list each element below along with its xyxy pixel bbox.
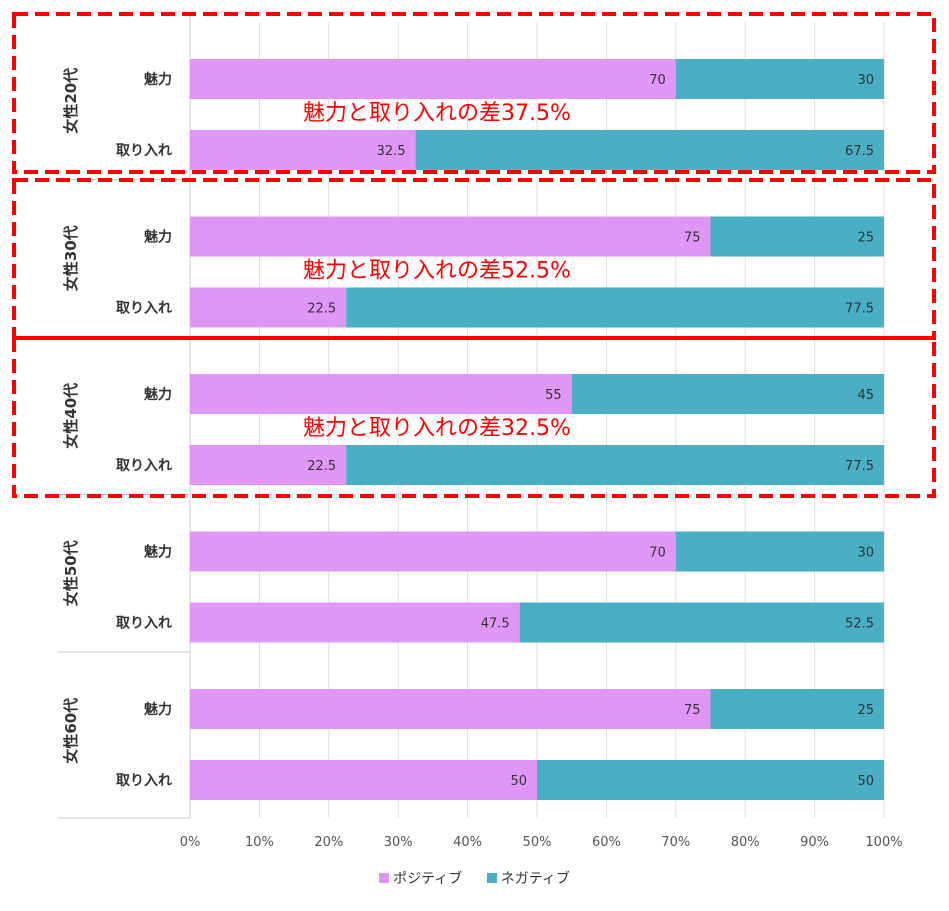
- bar-positive: [190, 59, 676, 99]
- data-label-negative: 30: [857, 73, 874, 88]
- category-label: 取り入れ: [116, 616, 172, 632]
- bar-positive: [190, 287, 347, 328]
- legend-swatch-negative: [486, 873, 497, 883]
- legend-item-negative: ネガティブ: [486, 868, 570, 888]
- legend-label-positive: ポジティブ: [393, 871, 463, 887]
- data-label-positive: 47.5: [481, 617, 510, 632]
- stacked-bar-chart: 0% 10% 20% 30% 40% 50% 60% 70% 80% 90% 100%女性20代 魅力…: [12, 12, 936, 850]
- data-label-positive: 70: [649, 546, 666, 561]
- data-label-negative: 52.5: [845, 617, 874, 632]
- category-label: 魅力: [144, 71, 172, 88]
- data-label-positive: 70: [649, 73, 666, 88]
- highlight-box: [12, 178, 936, 340]
- highlight-box: [12, 336, 936, 498]
- annotation-text: 魅力と取り入れの差37.5%: [303, 101, 571, 126]
- group-label: 女性40代: [62, 383, 80, 449]
- category-label: 取り入れ: [116, 773, 172, 789]
- bar-negative: [710, 689, 884, 729]
- x-tick-label: 40%: [453, 835, 482, 850]
- data-label-negative: 50: [857, 774, 874, 789]
- bar-positive: [190, 445, 347, 485]
- data-label-positive: 32.5: [377, 144, 406, 159]
- bar-negative: [346, 287, 884, 328]
- group-label: 女性20代: [62, 68, 80, 134]
- legend-swatch-positive: [379, 873, 390, 883]
- category-label: 取り入れ: [116, 143, 172, 159]
- data-label-negative: 77.5: [845, 459, 874, 474]
- bar-positive: [190, 531, 676, 572]
- x-tick-label: 10%: [245, 835, 274, 850]
- annotation-text: 魅力と取り入れの差32.5%: [303, 416, 571, 441]
- x-tick-label: 100%: [865, 835, 902, 850]
- bar-negative: [710, 216, 884, 257]
- bar-negative: [537, 760, 884, 800]
- category-label: 魅力: [144, 386, 172, 403]
- bar-positive: [190, 374, 572, 414]
- category-label: 取り入れ: [116, 458, 172, 474]
- bar-negative: [346, 445, 884, 485]
- bar-negative: [675, 59, 884, 99]
- legend: ポジティブ ネガティブ: [0, 868, 949, 888]
- group-label: 女性60代: [62, 698, 80, 764]
- data-label-positive: 75: [684, 231, 701, 246]
- bar-positive: [190, 689, 711, 729]
- data-label-positive: 22.5: [307, 459, 336, 474]
- bar-positive: [190, 602, 520, 643]
- data-label-negative: 25: [857, 703, 874, 718]
- data-label-negative: 67.5: [845, 144, 874, 159]
- x-tick-label: 90%: [800, 835, 829, 850]
- data-label-positive: 75: [684, 703, 701, 718]
- data-label-negative: 77.5: [845, 302, 874, 317]
- x-tick-label: 70%: [661, 835, 690, 850]
- data-label-negative: 25: [857, 231, 874, 246]
- x-tick-label: 30%: [384, 835, 413, 850]
- annotation-text: 魅力と取り入れの差52.5%: [303, 259, 571, 284]
- category-label: 魅力: [144, 701, 172, 718]
- group-label: 女性50代: [62, 540, 80, 606]
- x-tick-label: 20%: [314, 835, 343, 850]
- x-tick-label: 60%: [592, 835, 621, 850]
- legend-label-negative: ネガティブ: [500, 871, 570, 887]
- data-label-negative: 30: [857, 546, 874, 561]
- data-label-positive: 50: [510, 774, 527, 789]
- data-label-negative: 45: [857, 388, 874, 403]
- bar-negative: [519, 602, 884, 643]
- x-tick-label: 80%: [731, 835, 760, 850]
- x-tick-label: 0%: [180, 835, 201, 850]
- category-label: 魅力: [144, 544, 172, 561]
- bar-positive: [190, 130, 416, 170]
- legend-item-positive: ポジティブ: [379, 868, 462, 888]
- bar-negative: [415, 130, 884, 170]
- bar-negative: [571, 374, 884, 414]
- category-label: 魅力: [144, 229, 172, 246]
- group-label: 女性30代: [62, 225, 80, 291]
- bar-negative: [675, 531, 884, 572]
- category-label: 取り入れ: [116, 301, 172, 317]
- x-tick-label: 50%: [523, 835, 552, 850]
- highlight-box: [12, 12, 936, 174]
- bar-positive: [190, 760, 537, 800]
- data-label-positive: 55: [545, 388, 562, 403]
- data-label-positive: 22.5: [307, 302, 336, 317]
- bar-positive: [190, 216, 711, 257]
